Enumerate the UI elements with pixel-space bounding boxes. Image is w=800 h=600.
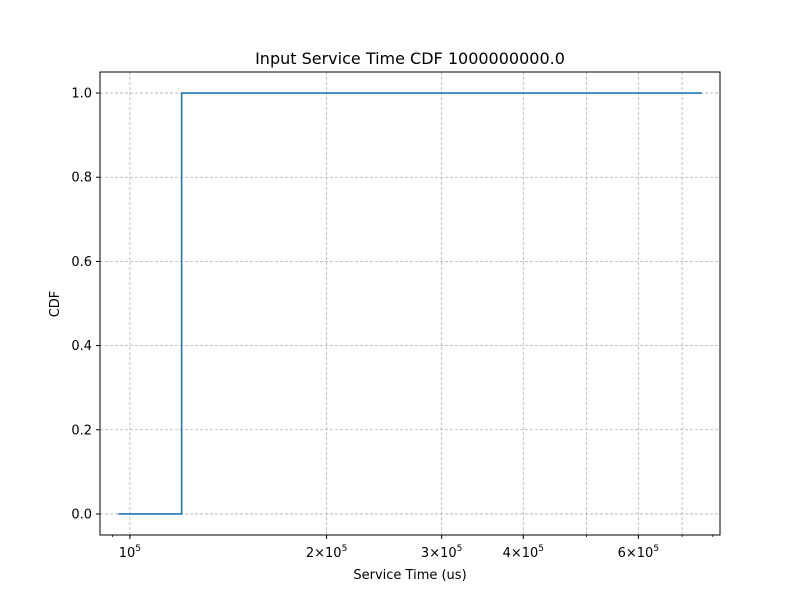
- series-layer: [118, 92, 702, 515]
- y-tick-label: 1.0: [71, 87, 92, 102]
- grid: [100, 72, 720, 535]
- y-tick-label: 0.0: [71, 507, 92, 522]
- y-tick-label: 0.2: [71, 423, 92, 438]
- ticks: 0.0 0.2 0.4 0.6 0.8 1.0 105 2×105 3×105 4×105 6×10…: [71, 87, 714, 561]
- x-tick-label: 3×105: [421, 544, 462, 561]
- y-tick-label: 0.6: [71, 255, 92, 270]
- x-tick-label: 6×105: [618, 544, 659, 561]
- y-axis-label: CDF: [48, 291, 63, 318]
- y-tick-label: 0.4: [71, 339, 92, 354]
- x-tick-label: 105: [119, 544, 141, 561]
- x-tick-label: 4×105: [503, 544, 544, 561]
- x-tick-label: 2×105: [306, 544, 347, 561]
- x-axis-label: Service Time (us): [353, 568, 466, 583]
- y-tick-label: 0.8: [71, 171, 92, 186]
- chart-title: Input Service Time CDF 1000000000.0: [255, 49, 565, 68]
- cdf-step-line: [118, 92, 702, 515]
- plot-frame: [99, 71, 721, 536]
